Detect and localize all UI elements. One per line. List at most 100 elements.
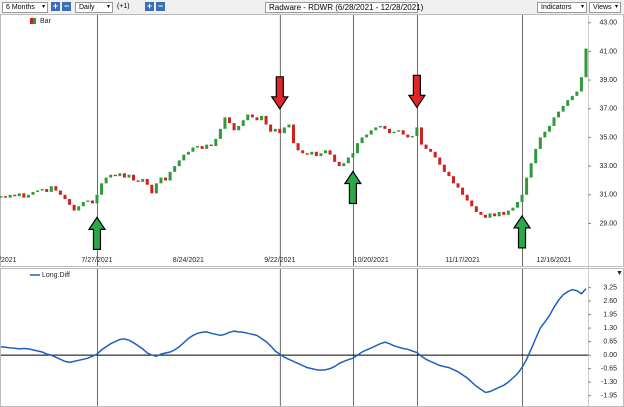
panel-menu[interactable]: ▼ (616, 270, 623, 277)
candle-body (465, 194, 469, 201)
candle-body (13, 194, 17, 197)
candle-body (579, 77, 583, 92)
candle-body (479, 211, 483, 215)
candle-body (392, 131, 396, 134)
candle-body (442, 164, 446, 172)
candle-body (200, 146, 204, 149)
y-tick-label: -0.65 (601, 365, 617, 372)
candle-body (346, 157, 350, 164)
indicators-menu[interactable]: Indicators (537, 2, 587, 13)
candle-body (447, 171, 451, 177)
candle-body (547, 125, 551, 132)
candle-body (104, 177, 108, 184)
period-select[interactable]: 6 Months (2, 2, 48, 13)
candle-body (228, 117, 232, 124)
candle-body (86, 200, 90, 202)
y-tick-label: 1.95 (603, 311, 617, 318)
candle-body (127, 174, 131, 178)
candle-body (365, 134, 369, 138)
candle-body (118, 173, 122, 177)
candle-body (342, 163, 346, 167)
signal-arrow (343, 170, 363, 205)
x-tick-label: 12/16/2021 (536, 257, 571, 264)
candle-body (360, 137, 364, 144)
candle-body (410, 136, 414, 138)
zoom-in[interactable]: + (51, 1, 60, 11)
candle-body (164, 177, 168, 181)
candle-body (0, 196, 3, 198)
candle-body (355, 143, 359, 154)
legend-label: Bar (40, 18, 52, 25)
views-menu[interactable]: Views (589, 2, 621, 13)
candle-body (4, 196, 8, 198)
y-tick-label: 35.00 (599, 134, 617, 141)
y-tick-label: 3.25 (603, 284, 617, 291)
y-tick-label: 0.00 (603, 352, 617, 359)
candle-body (552, 117, 556, 126)
candle-body (502, 211, 506, 215)
candle-body (40, 189, 44, 191)
candle-body (296, 143, 300, 151)
candle-body (136, 180, 140, 182)
candle-body (218, 128, 222, 139)
candle-body (337, 161, 341, 167)
y-tick-label: 0.65 (603, 338, 617, 345)
candle-body (182, 154, 186, 161)
candle-body (250, 114, 254, 118)
y-tick-label: 37.00 (599, 106, 617, 113)
candle-body (305, 153, 309, 155)
candle-body (31, 191, 35, 195)
signal-arrow (87, 216, 107, 250)
candle-body (474, 206, 478, 212)
x-tick-label: 10/20/2021 (354, 257, 389, 264)
candle-body (401, 130, 405, 135)
candle-body (26, 194, 30, 198)
candle-body (159, 177, 163, 184)
candle-body (561, 105, 565, 112)
candle-body (351, 153, 355, 158)
candle-body (54, 186, 58, 191)
candle-body (534, 148, 538, 164)
candle-body (205, 144, 209, 149)
zoom-out[interactable]: − (62, 1, 71, 11)
candle-body (538, 137, 542, 149)
candle-body (406, 134, 410, 138)
candle-body (264, 115, 268, 125)
candle-body (58, 190, 62, 195)
candle-body (150, 184, 154, 194)
signal-arrow (270, 76, 289, 110)
candle-body (566, 100, 570, 106)
y-tick-label: 29.00 (599, 220, 617, 227)
candle-body (433, 151, 437, 158)
candle-body (529, 163, 533, 178)
candle-body (196, 146, 200, 148)
x-tick-label: 11/17/2021 (445, 257, 480, 264)
candle-body (81, 201, 85, 207)
candle-body (310, 151, 314, 155)
candle-body (570, 95, 574, 101)
candle-body (209, 144, 213, 147)
candle-body (45, 189, 49, 192)
candle-body (287, 124, 291, 128)
candle-body (520, 194, 524, 202)
candle-body (292, 124, 295, 144)
y-tick-label: 1.30 (603, 325, 617, 332)
candle-body (319, 153, 323, 157)
y-tick-label: -1.30 (601, 379, 617, 386)
candle-body (246, 114, 250, 121)
candle-body (497, 211, 501, 217)
indicator-line (0, 288, 587, 394)
offset-minus[interactable]: − (156, 1, 165, 11)
candle-body (36, 190, 40, 192)
candle-body (314, 151, 318, 157)
candle-body (191, 147, 195, 152)
candle-body (77, 206, 81, 211)
candle-body (232, 123, 236, 131)
candle-body (301, 150, 305, 154)
interval-select[interactable]: Daily (75, 2, 113, 13)
signal-arrow (512, 214, 532, 249)
candle-body (488, 213, 492, 218)
candle-body (515, 201, 519, 208)
candle-body (278, 128, 282, 134)
offset-plus[interactable]: + (145, 1, 154, 11)
